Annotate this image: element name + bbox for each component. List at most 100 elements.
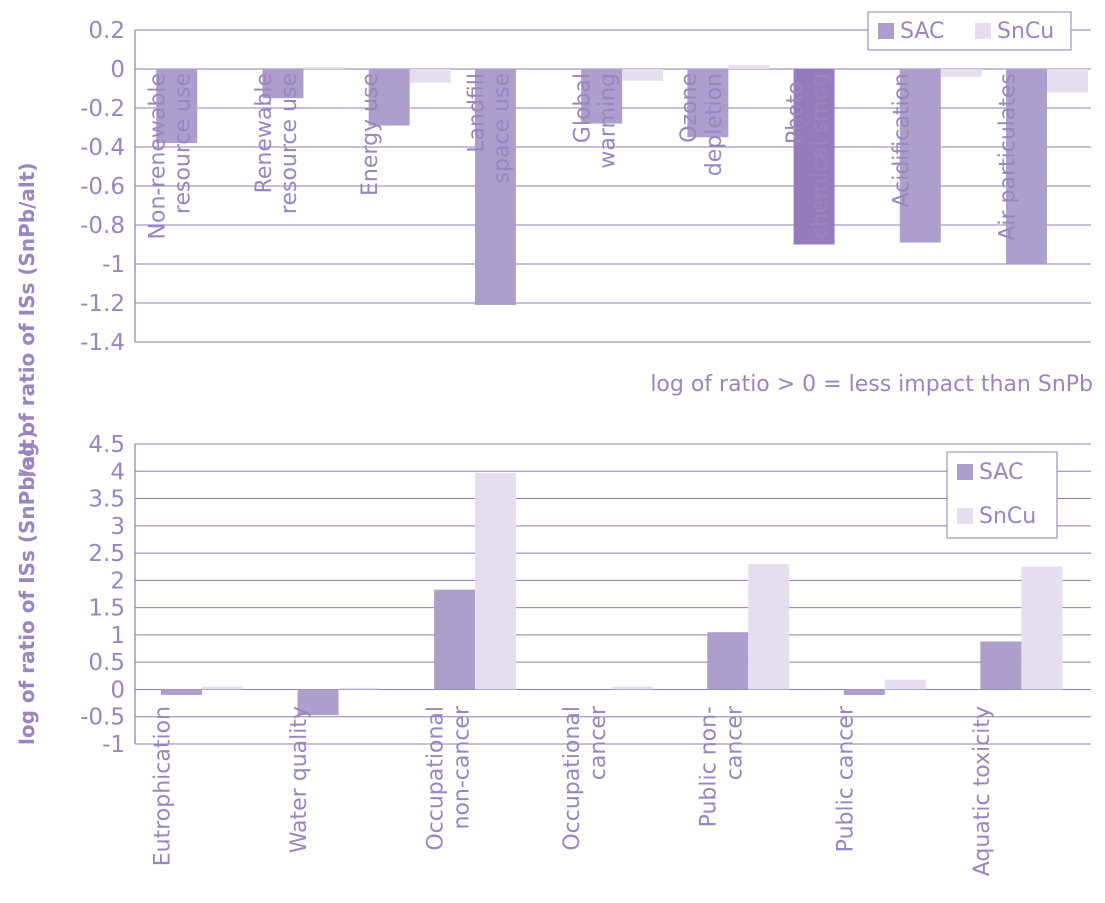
- bar-sncu-5: [728, 65, 770, 69]
- y-tick-label: 2.5: [88, 541, 125, 567]
- legend-swatch-sac: [957, 464, 973, 480]
- category-label-line: warming: [596, 73, 621, 169]
- bar-sac-3: [474, 69, 516, 305]
- bar-sac-8: [1006, 69, 1048, 264]
- category-label: Public cancer: [833, 705, 858, 852]
- y-tick-label: -0.2: [80, 96, 125, 122]
- category-label-line: Global: [571, 73, 596, 143]
- category-label-line: Public cancer: [833, 705, 858, 852]
- category-label: Occupationalnon-cancer: [424, 705, 475, 851]
- bar-sac-7: [899, 69, 941, 243]
- category-label-line: space use: [489, 73, 514, 183]
- y-tick-label: 3.5: [88, 487, 125, 513]
- bar-sac-5: [843, 689, 885, 695]
- category-label-line: Water quality: [287, 706, 312, 853]
- bar-sncu-5: [884, 679, 926, 690]
- bar-sac-4: [581, 69, 623, 124]
- bar-sac-0: [156, 69, 198, 144]
- y-tick-label: 0.5: [88, 650, 125, 676]
- category-label-line: Landfill: [464, 73, 489, 153]
- y-tick-label: -0.4: [80, 135, 125, 161]
- bottom-chart: 4.543.532.521.510.50-0.5-1 Eutrophication…: [80, 432, 1091, 876]
- bar-sncu-2: [475, 472, 517, 690]
- y-tick-label: 4: [110, 459, 125, 485]
- y-tick-label: -0.5: [80, 705, 125, 731]
- category-label-line: Renewable: [252, 73, 277, 193]
- y-tick-label: -0.6: [80, 174, 125, 200]
- bar-sncu-4: [622, 69, 664, 81]
- bar-sncu-1: [338, 687, 380, 690]
- category-label-line: Acidification: [889, 73, 914, 208]
- bar-sac-1: [262, 69, 304, 99]
- y-tick-label: -1: [102, 252, 125, 278]
- category-label-line: resource use: [171, 73, 196, 214]
- category-label-line: Ozone: [677, 73, 702, 143]
- category-label-line: Occupational: [424, 706, 449, 851]
- bar-sncu-0: [201, 686, 243, 690]
- legend-swatch-sncu: [957, 508, 973, 524]
- category-label: Occupationalcancer: [560, 705, 611, 851]
- category-label: Eutrophication: [150, 706, 175, 866]
- legend-swatch-sncu: [975, 23, 991, 39]
- category-label-line: Non-renewable: [146, 73, 171, 239]
- y-tick-label: 0: [110, 677, 125, 703]
- category-label-line: chemical smog: [808, 73, 833, 239]
- legend-label-sncu: SnCu: [997, 19, 1054, 44]
- y-tick-label: -1: [102, 732, 125, 758]
- category-label-line: Air particulates: [996, 73, 1021, 241]
- category-label: Aquatic toxicity: [970, 706, 995, 876]
- y-tick-label: -1.4: [80, 330, 125, 356]
- bar-sac-2: [434, 589, 476, 690]
- category-label: Non-renewableresource use: [146, 73, 196, 239]
- category-label-line: Occupational: [560, 706, 585, 851]
- category-label: Globalwarming: [571, 73, 621, 169]
- y-tick-label: 2: [110, 568, 125, 594]
- y-tick-label: -0.8: [80, 213, 125, 239]
- y-tick-label: 1.5: [88, 596, 125, 622]
- category-label-line: Energy use: [358, 73, 383, 196]
- category-label: Energy use: [358, 73, 383, 196]
- bar-sncu-4: [748, 564, 790, 690]
- category-label-line: Photo-: [783, 73, 808, 144]
- bar-sac-0: [160, 689, 202, 695]
- category-label: Air particulates: [996, 73, 1021, 241]
- bar-sac-1: [297, 689, 339, 716]
- category-label: Water quality: [287, 706, 312, 853]
- category-label-line: Aquatic toxicity: [970, 706, 995, 876]
- legend-label-sac: SAC: [979, 460, 1023, 485]
- category-label-line: cancer: [586, 705, 611, 780]
- category-label: Acidification: [889, 73, 914, 208]
- y-tick-label: -1.2: [80, 291, 125, 317]
- y-tick-label: 0: [110, 57, 125, 83]
- bar-sac-6: [793, 69, 835, 245]
- category-label: Ozonedepletion: [677, 73, 727, 176]
- category-label-line: resource use: [277, 73, 302, 214]
- category-label-line: cancer: [723, 705, 748, 780]
- category-label: Public non-cancer: [697, 705, 748, 827]
- bar-sncu-2: [409, 69, 451, 83]
- y-tick-label: 0.2: [88, 18, 125, 44]
- category-label-line: depletion: [702, 73, 727, 176]
- y-axis-title: log of ratio of ISs (SnPb/alt): [15, 163, 39, 478]
- category-label-line: Public non-: [697, 706, 722, 827]
- legend-box: [867, 11, 1072, 51]
- category-label: Renewableresource use: [252, 73, 302, 214]
- bar-sac-2: [368, 69, 410, 126]
- bar-sncu-7: [940, 69, 982, 77]
- annotation-note: log of ratio > 0 = less impact than SnPb: [650, 372, 1093, 397]
- bar-sncu-1: [303, 67, 345, 69]
- y-tick-label: 3: [110, 514, 125, 540]
- y-tick-label: 1: [110, 623, 125, 649]
- legend-swatch-sac: [878, 23, 894, 39]
- category-label-line: non-cancer: [450, 705, 475, 829]
- bar-sac-5: [687, 69, 729, 138]
- bar-sncu-8: [1047, 69, 1089, 93]
- top-chart: 0.2 0 -0.2 -0.4 -0.6 -0.8 -1 -1.2 -1.4 Non-renewa…: [80, 11, 1093, 397]
- bar-sac-4: [707, 632, 749, 690]
- y-tick-label: 4.5: [88, 432, 125, 458]
- bar-sncu-3: [611, 686, 653, 690]
- legend-label-sac: SAC: [900, 19, 944, 44]
- legend-label-sncu: SnCu: [979, 504, 1036, 529]
- y-axis-title-bottom: log of ratio of ISs (SnPb/alt): [15, 430, 39, 745]
